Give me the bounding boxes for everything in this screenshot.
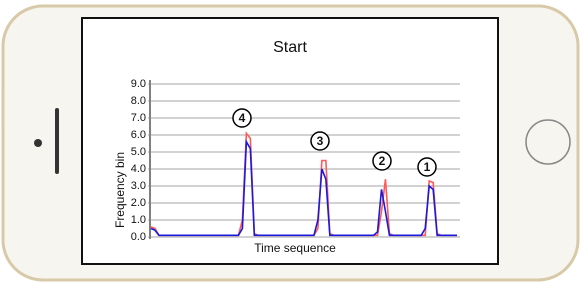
camera	[34, 139, 42, 147]
x-axis-label: Time sequence	[254, 241, 336, 255]
annotation: 2	[379, 154, 386, 168]
y-axis-label: Frequency bin	[113, 152, 127, 228]
y-tick-label: 4.0	[131, 163, 146, 175]
y-tick-label: 2.0	[131, 197, 146, 209]
y-tick-label: 8.0	[131, 95, 146, 107]
annotation: 3	[317, 134, 324, 148]
annotation: 1	[424, 160, 431, 174]
phone-screenshot: Start Frequency bin Time sequence 0.0 1.0…	[0, 0, 581, 285]
annotation: 4	[239, 111, 246, 125]
y-tick-label: 9.0	[131, 78, 146, 90]
y-tick-label: 7.0	[131, 112, 146, 124]
y-tick-label: 3.0	[131, 180, 146, 192]
y-tick-label: 1.0	[131, 214, 146, 226]
y-tick-label: 0.0	[131, 231, 146, 243]
y-tick-label: 6.0	[131, 129, 146, 141]
chart-title: Start	[273, 39, 307, 56]
y-tick-label: 5.0	[131, 146, 146, 158]
